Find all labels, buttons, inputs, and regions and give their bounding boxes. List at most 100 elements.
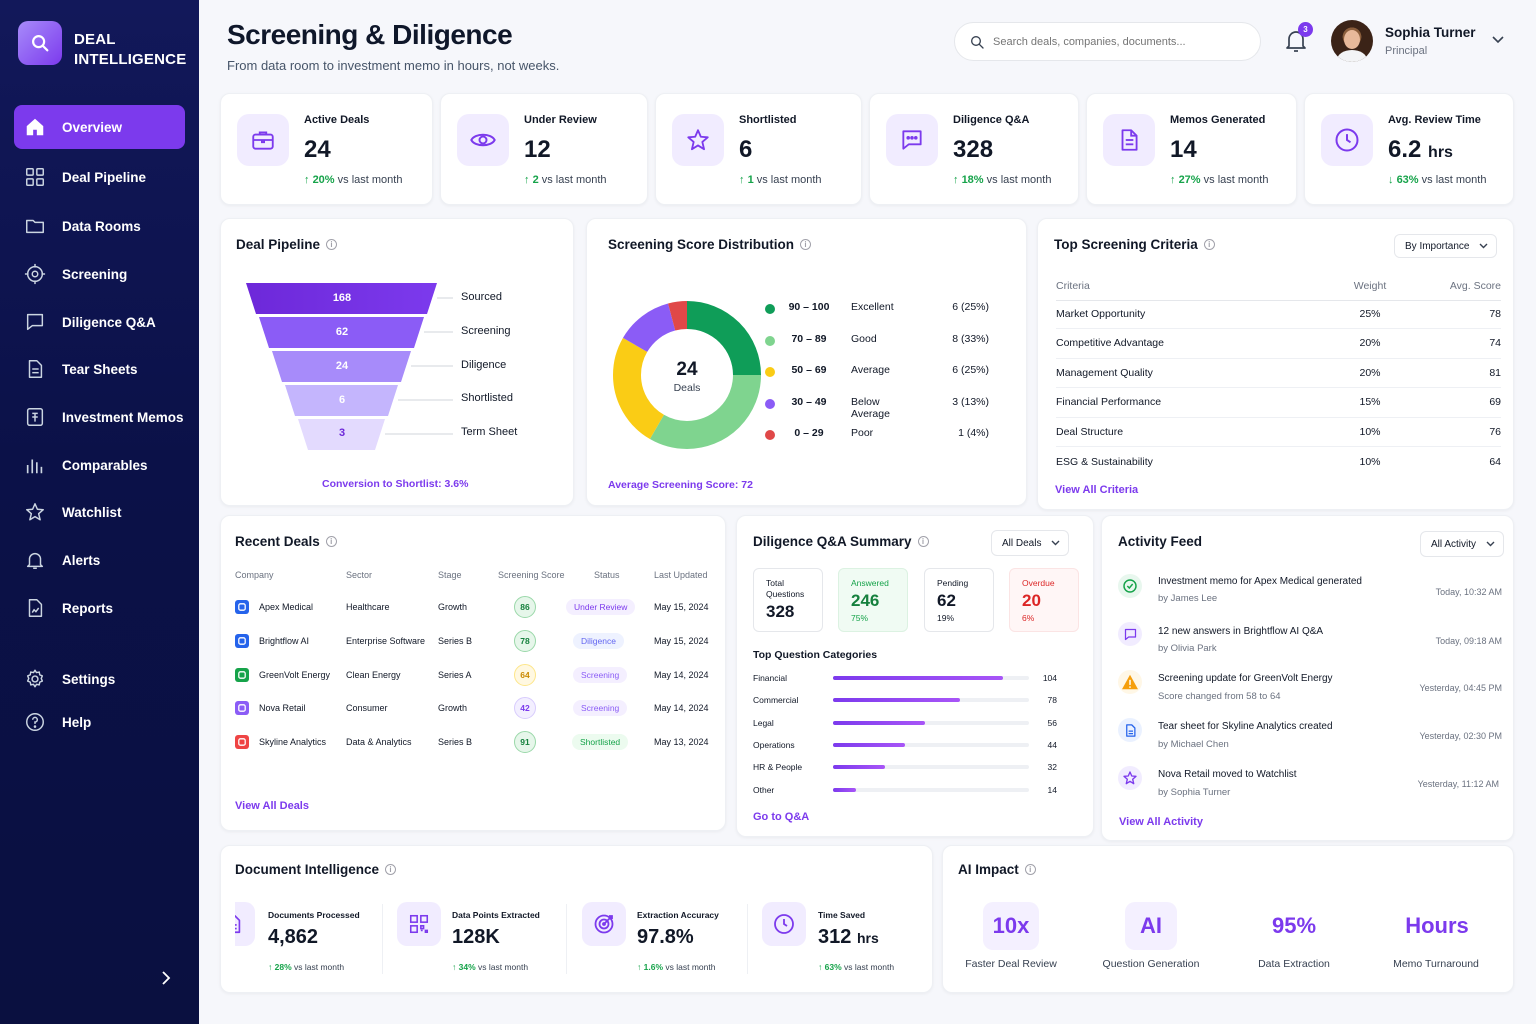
info-icon[interactable]: i bbox=[326, 239, 338, 250]
category-bar[interactable] bbox=[833, 698, 961, 703]
category-bar[interactable] bbox=[833, 765, 886, 770]
info-icon[interactable]: i bbox=[917, 536, 929, 547]
arrow-up-icon: ↑ bbox=[953, 174, 962, 186]
nav-label: Settings bbox=[62, 671, 116, 687]
nav-item-data-rooms[interactable]: Data Rooms bbox=[14, 204, 185, 248]
funnel-stage-shortlisted[interactable] bbox=[285, 385, 398, 416]
kpi-value: 6.2 hrs bbox=[1388, 136, 1453, 164]
chevron-right-icon bbox=[162, 971, 171, 985]
activity-item-author: by Olivia Park bbox=[1158, 643, 1217, 654]
funnel-stage-term-sheet[interactable] bbox=[298, 419, 385, 450]
table-row[interactable]: Management Quality 20% 81 bbox=[1056, 358, 1501, 389]
legend-label: Excellent bbox=[851, 301, 894, 313]
nav-item-screening[interactable]: Screening bbox=[14, 252, 185, 296]
view-all-deals-link[interactable]: View All Deals bbox=[235, 800, 309, 812]
nav-item-tear-sheets[interactable]: Tear Sheets bbox=[14, 347, 185, 391]
donut-slice[interactable] bbox=[613, 301, 761, 449]
kpi-card-avg-review-time: Avg. Review Time 6.2 hrs ↓ 63% vs last m… bbox=[1304, 93, 1514, 205]
chevron-down-icon[interactable] bbox=[1492, 36, 1504, 44]
category-bar[interactable] bbox=[833, 742, 905, 747]
legend-label: Good bbox=[851, 332, 877, 345]
legend-range: 70 – 89 bbox=[791, 332, 827, 345]
briefcase-icon bbox=[252, 131, 274, 150]
document-icon bbox=[235, 914, 241, 934]
category-bar[interactable] bbox=[833, 720, 925, 725]
kpi-delta: ↑ 1 vs last month bbox=[739, 174, 822, 186]
category-track bbox=[833, 698, 1029, 703]
target-icon bbox=[24, 263, 46, 285]
table-row[interactable]: ESG & Sustainability 10% 64 bbox=[1056, 447, 1501, 477]
metric-delta: ↑ 34% vs last month bbox=[452, 962, 528, 972]
company-name[interactable]: Nova Retail bbox=[259, 703, 306, 714]
qr-icon bbox=[409, 914, 429, 934]
document-intelligence-card: Document Intelligence i Documents Process… bbox=[220, 845, 933, 993]
funnel-value: 3 bbox=[338, 427, 346, 439]
nav-item-overview[interactable]: Overview bbox=[14, 105, 185, 149]
activity-item-title[interactable]: 12 new answers in Brightflow AI Q&A bbox=[1158, 626, 1324, 637]
go-to-qa-link[interactable]: Go to Q&A bbox=[753, 811, 810, 823]
chevron-down-icon bbox=[1486, 541, 1495, 547]
qa-filter-select[interactable]: All Deals bbox=[991, 530, 1070, 556]
table-row[interactable]: Deal Structure 10% 76 bbox=[1056, 417, 1501, 448]
category-bar[interactable] bbox=[833, 787, 856, 792]
nav-item-diligence-qa[interactable]: Diligence Q&A bbox=[14, 300, 185, 344]
logo[interactable] bbox=[18, 21, 62, 65]
metric-delta-text: vs last month bbox=[294, 962, 345, 972]
status-badge: Screening bbox=[573, 666, 628, 683]
info-icon[interactable]: i bbox=[1024, 864, 1036, 875]
view-all-activity-link[interactable]: View All Activity bbox=[1119, 816, 1203, 828]
activity-item-title[interactable]: Screening update for GreenVolt Energy bbox=[1158, 673, 1333, 684]
divider bbox=[382, 904, 383, 974]
kpi-number: 14 bbox=[1170, 136, 1197, 163]
funnel-stage-sourced[interactable] bbox=[246, 283, 437, 314]
category-label: Other bbox=[753, 784, 775, 795]
nav-item-comparables[interactable]: Comparables bbox=[14, 443, 185, 487]
categories-title: Top Question Categories bbox=[753, 649, 878, 661]
category-bar-row: Legal 56 bbox=[753, 716, 1063, 730]
activity-item-title[interactable]: Tear sheet for Skyline Analytics created bbox=[1158, 721, 1333, 732]
funnel-value: 24 bbox=[335, 360, 349, 372]
company-name[interactable]: Brightflow AI bbox=[259, 635, 310, 646]
search-input[interactable] bbox=[993, 35, 1233, 48]
view-all-criteria-link[interactable]: View All Criteria bbox=[1055, 484, 1139, 496]
info-icon[interactable]: i bbox=[325, 536, 337, 547]
warning-icon bbox=[1118, 670, 1142, 694]
ai-impact-value: Hours bbox=[1405, 913, 1469, 938]
chevron-down-icon bbox=[1051, 540, 1060, 546]
nav-item-watchlist[interactable]: Watchlist bbox=[14, 490, 185, 534]
sidebar-collapse-button[interactable] bbox=[156, 966, 176, 990]
nav-item-alerts[interactable]: Alerts bbox=[14, 538, 185, 582]
table-row[interactable]: Market Opportunity 25% 78 bbox=[1056, 299, 1501, 329]
donut-slice[interactable] bbox=[613, 301, 761, 449]
activity-filter-select[interactable]: All Activity bbox=[1420, 531, 1505, 557]
nav-item-reports[interactable]: Reports bbox=[14, 586, 185, 630]
search-box[interactable] bbox=[954, 22, 1261, 61]
activity-item-time: Today, 10:32 AM bbox=[1435, 587, 1502, 597]
nav-item-settings[interactable]: Settings bbox=[14, 657, 185, 701]
info-icon[interactable]: i bbox=[1203, 239, 1215, 250]
nav-item-investment-memos[interactable]: Investment Memos bbox=[14, 395, 185, 439]
info-icon[interactable]: i bbox=[800, 239, 812, 250]
activity-item-title[interactable]: Investment memo for Apex Medical generat… bbox=[1158, 576, 1362, 587]
funnel-stage-screening[interactable] bbox=[259, 317, 424, 348]
arrow-up-icon: ↑ bbox=[268, 962, 275, 972]
category-bar[interactable] bbox=[833, 676, 1003, 680]
nav-item-deal-pipeline[interactable]: Deal Pipeline bbox=[14, 155, 185, 199]
donut-slice[interactable] bbox=[613, 301, 761, 449]
info-icon[interactable]: i bbox=[385, 864, 397, 875]
table-row[interactable]: Financial Performance 15% 69 bbox=[1056, 388, 1501, 418]
nav-item-help[interactable]: Help bbox=[14, 700, 185, 744]
check-circle-icon bbox=[1118, 574, 1142, 598]
company-name[interactable]: Skyline Analytics bbox=[259, 737, 327, 748]
criteria-filter-select[interactable]: By Importance bbox=[1394, 234, 1498, 258]
activity-item-title[interactable]: Nova Retail moved to Watchlist bbox=[1158, 769, 1297, 780]
company-name[interactable]: Apex Medical bbox=[259, 602, 314, 612]
avatar[interactable] bbox=[1331, 20, 1373, 62]
category-label: HR & People bbox=[753, 762, 803, 773]
company-name[interactable]: GreenVolt Energy bbox=[259, 669, 331, 680]
nav-label: Diligence Q&A bbox=[62, 314, 156, 330]
funnel-stage-diligence[interactable] bbox=[272, 351, 411, 382]
table-row[interactable]: Competitive Advantage 20% 74 bbox=[1056, 329, 1501, 359]
arrow-up-icon: ↑ bbox=[304, 174, 313, 186]
document-icon bbox=[1121, 129, 1138, 151]
